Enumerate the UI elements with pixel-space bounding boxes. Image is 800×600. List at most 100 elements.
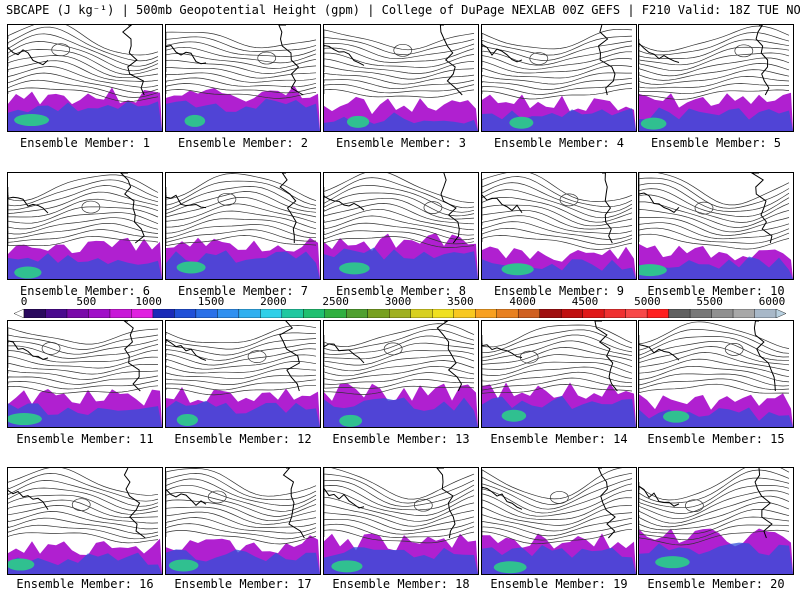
contour-line	[8, 487, 159, 511]
contour-line	[639, 52, 790, 72]
contour-line	[8, 72, 159, 94]
ensemble-member-caption: Ensemble Member: 14	[490, 432, 628, 446]
coastline	[482, 343, 523, 359]
colorbar-swatch	[496, 309, 519, 318]
coastline	[324, 45, 365, 66]
ensemble-member-map	[638, 320, 794, 428]
coastline	[639, 42, 680, 63]
colorbar-swatch	[582, 309, 605, 318]
contour-line	[8, 349, 159, 363]
ensemble-member-map	[481, 24, 637, 132]
contour-line	[166, 186, 317, 211]
colorbar-tick-labels: 0 500 1000 1500 2000 2500 3000 3500 4000 4500 5000…	[0, 296, 800, 310]
ensemble-member-map	[165, 467, 321, 575]
colorbar-swatch	[23, 309, 47, 318]
map-plot	[8, 25, 162, 131]
contour-line	[482, 512, 633, 532]
cape-high-region	[8, 101, 162, 131]
contour-line	[482, 189, 633, 219]
contour-line	[639, 352, 790, 371]
contour-line	[639, 89, 790, 100]
closed-low-contour	[51, 43, 71, 57]
map-plot	[324, 173, 478, 279]
contour-line	[639, 69, 790, 85]
colorbar-tick-label: 1000	[135, 295, 162, 308]
height-contours	[324, 323, 475, 395]
contour-line	[482, 340, 633, 362]
map-plot	[8, 173, 162, 279]
contour-line	[324, 504, 475, 527]
closed-low-contour	[413, 498, 433, 512]
contour-line	[324, 197, 475, 220]
contour-line	[166, 468, 317, 497]
contour-line	[166, 530, 317, 545]
colorbar-swatch	[732, 309, 756, 318]
contour-line	[8, 524, 159, 540]
contour-line	[8, 339, 159, 355]
contour-line	[324, 72, 475, 85]
coastline	[166, 488, 207, 506]
coastline	[120, 173, 145, 244]
contour-line	[324, 350, 475, 366]
contour-line	[639, 340, 789, 361]
contour-line	[8, 480, 159, 507]
cape-high-region	[639, 107, 793, 131]
map-plot	[166, 25, 320, 131]
ensemble-member-caption: Ensemble Member: 8	[335, 284, 467, 298]
map-plot	[324, 321, 478, 427]
contour-line	[8, 60, 159, 82]
coastline	[279, 173, 297, 244]
contour-line	[482, 235, 633, 250]
coastline	[602, 173, 613, 244]
contour-line	[482, 65, 633, 79]
colorbar-swatch	[346, 309, 369, 318]
cape-peak-region	[663, 410, 690, 423]
colorbar-tick-label: 4000	[509, 295, 536, 308]
cape-peak-region	[331, 560, 363, 573]
colorbar-tick-label: 4500	[571, 295, 599, 308]
coastline	[436, 321, 463, 392]
cape-peak-region	[184, 114, 206, 127]
closed-low-contour	[423, 201, 443, 214]
coastline	[594, 321, 618, 392]
coastline	[279, 321, 300, 392]
colorbar-swatch	[152, 309, 176, 318]
height-contours	[482, 324, 633, 394]
height-contours	[639, 173, 790, 250]
colorbar-tick-label: 500	[76, 295, 97, 308]
contour-line	[639, 182, 790, 212]
contour-line	[166, 523, 317, 540]
coastline	[482, 43, 523, 63]
contour-line	[166, 77, 317, 88]
contour-line	[324, 215, 475, 236]
contour-line	[482, 182, 633, 213]
cape-peak-region	[14, 266, 42, 279]
closed-low-contour	[217, 192, 237, 206]
coastline	[278, 25, 304, 96]
contour-line	[166, 342, 317, 361]
contour-line	[482, 58, 633, 74]
cape-high-region	[324, 397, 478, 427]
cape-high-region	[8, 552, 162, 574]
colorbar-swatch	[131, 309, 154, 318]
coastline	[482, 486, 523, 510]
contour-line	[482, 324, 633, 348]
ensemble-member-caption: Ensemble Member: 2	[177, 136, 309, 150]
cape-peak-region	[14, 114, 50, 127]
colorbar-swatch	[217, 309, 240, 318]
height-contours	[324, 173, 475, 248]
contour-line	[8, 375, 159, 385]
cape-peak-region	[640, 117, 667, 130]
contour-line	[639, 501, 790, 528]
contour-line	[8, 55, 159, 79]
coastline	[639, 192, 680, 213]
contour-line	[8, 511, 159, 530]
height-contours	[166, 31, 317, 99]
contour-line	[482, 384, 633, 394]
height-contours	[166, 325, 317, 396]
height-contours	[166, 468, 317, 545]
map-plot	[482, 468, 636, 574]
contour-line	[8, 174, 159, 202]
colorbar-swatch	[303, 309, 326, 318]
ensemble-member-map	[7, 467, 163, 575]
